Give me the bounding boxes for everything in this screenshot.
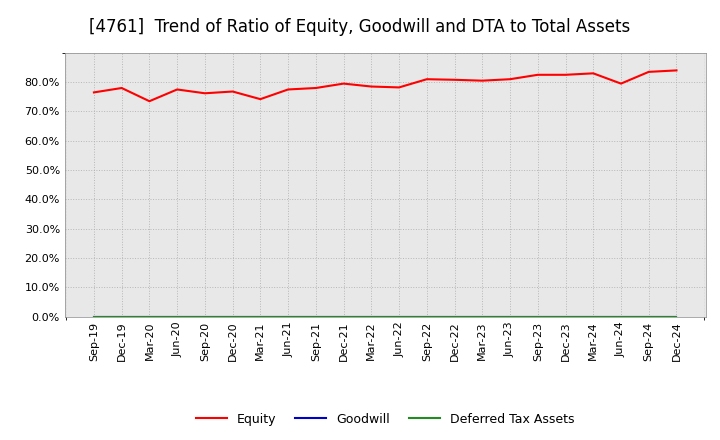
Equity bbox=[561, 72, 570, 77]
Deferred Tax Assets bbox=[478, 314, 487, 319]
Equity bbox=[284, 87, 292, 92]
Deferred Tax Assets bbox=[505, 314, 514, 319]
Equity bbox=[117, 85, 126, 91]
Goodwill bbox=[561, 314, 570, 319]
Equity bbox=[672, 68, 681, 73]
Deferred Tax Assets bbox=[284, 314, 292, 319]
Equity bbox=[173, 87, 181, 92]
Goodwill bbox=[478, 314, 487, 319]
Equity bbox=[228, 89, 237, 94]
Deferred Tax Assets bbox=[395, 314, 403, 319]
Equity bbox=[644, 69, 653, 74]
Goodwill bbox=[423, 314, 431, 319]
Equity bbox=[534, 72, 542, 77]
Deferred Tax Assets bbox=[644, 314, 653, 319]
Equity bbox=[367, 84, 376, 89]
Equity bbox=[256, 96, 265, 102]
Deferred Tax Assets bbox=[423, 314, 431, 319]
Goodwill bbox=[117, 314, 126, 319]
Equity bbox=[89, 90, 98, 95]
Goodwill bbox=[450, 314, 459, 319]
Line: Equity: Equity bbox=[94, 70, 677, 101]
Goodwill bbox=[589, 314, 598, 319]
Deferred Tax Assets bbox=[616, 314, 625, 319]
Deferred Tax Assets bbox=[312, 314, 320, 319]
Goodwill bbox=[201, 314, 210, 319]
Goodwill bbox=[312, 314, 320, 319]
Deferred Tax Assets bbox=[589, 314, 598, 319]
Deferred Tax Assets bbox=[450, 314, 459, 319]
Legend: Equity, Goodwill, Deferred Tax Assets: Equity, Goodwill, Deferred Tax Assets bbox=[191, 407, 580, 430]
Equity bbox=[505, 77, 514, 82]
Deferred Tax Assets bbox=[534, 314, 542, 319]
Deferred Tax Assets bbox=[339, 314, 348, 319]
Equity bbox=[478, 78, 487, 83]
Equity bbox=[395, 85, 403, 90]
Deferred Tax Assets bbox=[145, 314, 154, 319]
Deferred Tax Assets bbox=[256, 314, 265, 319]
Goodwill bbox=[173, 314, 181, 319]
Text: [4761]  Trend of Ratio of Equity, Goodwill and DTA to Total Assets: [4761] Trend of Ratio of Equity, Goodwil… bbox=[89, 18, 631, 36]
Goodwill bbox=[145, 314, 154, 319]
Deferred Tax Assets bbox=[173, 314, 181, 319]
Equity bbox=[616, 81, 625, 86]
Goodwill bbox=[339, 314, 348, 319]
Equity bbox=[450, 77, 459, 82]
Equity bbox=[589, 71, 598, 76]
Equity bbox=[423, 77, 431, 82]
Deferred Tax Assets bbox=[561, 314, 570, 319]
Equity bbox=[339, 81, 348, 86]
Goodwill bbox=[395, 314, 403, 319]
Goodwill bbox=[89, 314, 98, 319]
Deferred Tax Assets bbox=[117, 314, 126, 319]
Goodwill bbox=[505, 314, 514, 319]
Deferred Tax Assets bbox=[367, 314, 376, 319]
Deferred Tax Assets bbox=[89, 314, 98, 319]
Goodwill bbox=[534, 314, 542, 319]
Goodwill bbox=[228, 314, 237, 319]
Equity bbox=[312, 85, 320, 91]
Equity bbox=[201, 91, 210, 96]
Deferred Tax Assets bbox=[672, 314, 681, 319]
Deferred Tax Assets bbox=[228, 314, 237, 319]
Deferred Tax Assets bbox=[201, 314, 210, 319]
Goodwill bbox=[672, 314, 681, 319]
Goodwill bbox=[616, 314, 625, 319]
Goodwill bbox=[256, 314, 265, 319]
Goodwill bbox=[284, 314, 292, 319]
Goodwill bbox=[644, 314, 653, 319]
Equity bbox=[145, 99, 154, 104]
Goodwill bbox=[367, 314, 376, 319]
